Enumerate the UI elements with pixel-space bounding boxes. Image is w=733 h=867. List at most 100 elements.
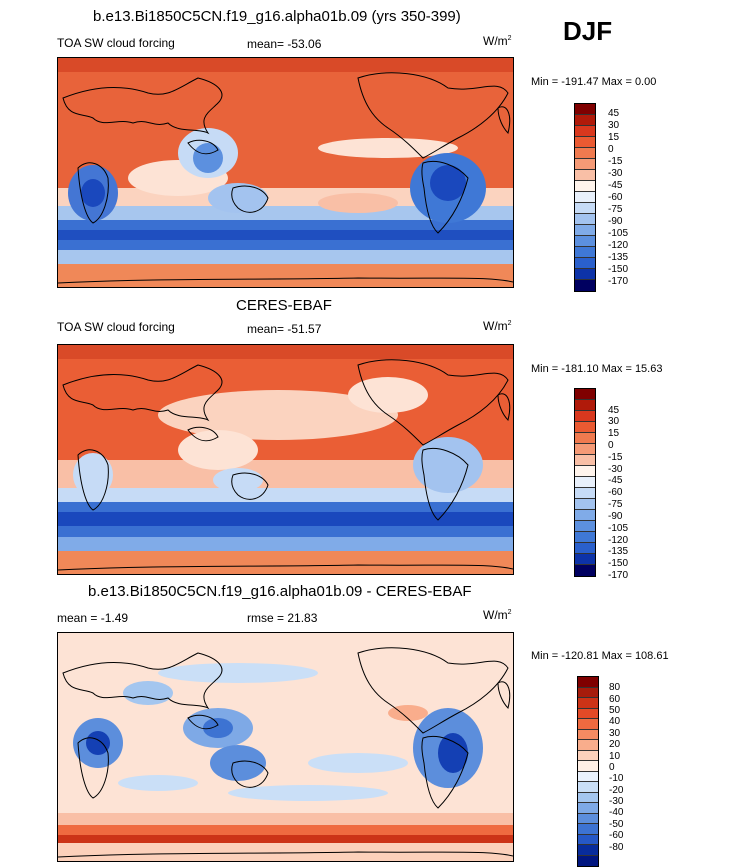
colorbar-swatch <box>578 824 598 835</box>
colorbar-tick: -15 <box>608 156 623 167</box>
colorbar-swatch <box>578 687 598 698</box>
units-label: W/m2 <box>483 34 512 48</box>
colorbar-tick: -105 <box>608 523 629 534</box>
colorbar-swatch <box>575 466 595 477</box>
colorbar-swatch <box>575 444 595 455</box>
colorbar-tick: -150 <box>608 558 629 569</box>
colorbar-swatch <box>575 126 595 137</box>
colorbar-swatch <box>575 115 595 126</box>
diff-mean-label: mean = -1.49 <box>57 611 129 625</box>
colorbar-swatch <box>578 677 598 688</box>
min-max: Min = -120.81 Max = 108.61 <box>531 650 669 662</box>
colorbar-swatch <box>575 159 595 170</box>
units-text: W/m <box>483 319 508 333</box>
colorbar-tick: -45 <box>608 475 623 486</box>
colorbar-swatch <box>578 855 598 866</box>
colorbar-tick: 10 <box>609 751 621 762</box>
colorbar-swatch <box>578 729 598 740</box>
colorbar-tick: -30 <box>609 796 624 807</box>
colorbar-tick: -135 <box>608 546 629 557</box>
colorbar-swatch <box>575 543 595 554</box>
colorbar-swatch <box>578 771 598 782</box>
colorbar-tick: 80 <box>609 682 621 693</box>
colorbar-swatch <box>575 203 595 214</box>
colorbar-tick: -50 <box>609 819 624 830</box>
colorbar-tick: 15 <box>608 428 620 439</box>
colorbar-tick: -60 <box>608 192 623 203</box>
panel-title: CERES-EBAF <box>236 297 332 314</box>
colorbar-swatch <box>575 565 595 576</box>
colorbar-swatch <box>578 719 598 730</box>
colorbar-tick: -30 <box>608 168 623 179</box>
colorbar-tick: -40 <box>609 807 624 818</box>
colorbar-tick: 60 <box>609 694 621 705</box>
colorbar-tick: -10 <box>609 773 624 784</box>
colorbar-tick: -120 <box>608 535 629 546</box>
colorbar-swatch <box>575 389 595 400</box>
panel-title: b.e13.Bi1850C5CN.f19_g16.alpha01b.09 (yr… <box>93 8 461 25</box>
colorbar-swatch <box>578 803 598 814</box>
colorbar-swatch <box>575 499 595 510</box>
mean-label: mean= <box>247 37 285 51</box>
mean-value: -51.57 <box>287 322 322 336</box>
colorbar-swatch <box>578 761 598 772</box>
colorbar-swatch <box>575 214 595 225</box>
units-superscript: 2 <box>507 320 512 327</box>
colorbar-swatch <box>578 792 598 803</box>
colorbar-tick: -15 <box>608 452 623 463</box>
colorbar-swatch <box>575 236 595 247</box>
units-superscript: 2 <box>507 609 512 616</box>
mean-label: mean= <box>247 322 285 336</box>
colorbar-tick: 50 <box>609 705 621 716</box>
colorbar-diff <box>577 676 599 867</box>
colorbar-tick: 0 <box>608 144 614 155</box>
units-label: W/m2 <box>483 608 512 622</box>
colorbar-swatch <box>575 488 595 499</box>
units-text: W/m <box>483 608 508 622</box>
colorbar-swatch <box>575 455 595 466</box>
colorbar-tick: 45 <box>608 405 620 416</box>
colorbar-swatch <box>575 104 595 115</box>
colorbar-swatch <box>578 782 598 793</box>
colorbar-swatch <box>575 532 595 543</box>
colorbar-tick: 0 <box>609 762 615 773</box>
colorbar-swatch <box>578 813 598 824</box>
colorbar-swatch <box>578 845 598 856</box>
colorbar-tick: 0 <box>608 440 614 451</box>
colorbar-tick: 20 <box>609 739 621 750</box>
units-superscript: 2 <box>507 35 512 42</box>
colorbar-swatch <box>578 834 598 845</box>
colorbar-swatch <box>575 148 595 159</box>
colorbar-tick: -75 <box>608 499 623 510</box>
colorbar-model <box>574 103 596 292</box>
colorbar-swatch <box>578 698 598 709</box>
colorbar-swatch <box>575 521 595 532</box>
colorbar-tick: -60 <box>608 487 623 498</box>
colorbar-tick: 30 <box>609 728 621 739</box>
min-max: Min = -181.10 Max = 15.63 <box>531 363 663 375</box>
colorbar-swatch <box>575 422 595 433</box>
colorbar-swatch <box>575 258 595 269</box>
map-model <box>57 57 514 288</box>
colorbar-swatch <box>575 280 595 291</box>
colorbar-swatch <box>575 269 595 280</box>
variable-label: TOA SW cloud forcing <box>57 36 175 50</box>
colorbar-swatch <box>575 554 595 565</box>
colorbar-tick: -80 <box>609 842 624 853</box>
colorbar-tick: 30 <box>608 120 620 131</box>
season-label: DJF <box>563 16 613 46</box>
colorbar-swatch <box>575 433 595 444</box>
colorbar-tick: -90 <box>608 511 623 522</box>
min-max: Min = -191.47 Max = 0.00 <box>531 76 657 88</box>
colorbar-swatch <box>575 181 595 192</box>
colorbar-swatch <box>575 137 595 148</box>
colorbar-swatch <box>578 750 598 761</box>
colorbar-tick: -30 <box>608 464 623 475</box>
colorbar-tick: 30 <box>608 416 620 427</box>
colorbar-tick: -170 <box>608 276 629 287</box>
colorbar-tick: -20 <box>609 785 624 796</box>
mean-value: -53.06 <box>287 37 322 51</box>
colorbar-tick: -75 <box>608 204 623 215</box>
map-diff <box>57 632 514 862</box>
colorbar-tick: -105 <box>608 228 629 239</box>
